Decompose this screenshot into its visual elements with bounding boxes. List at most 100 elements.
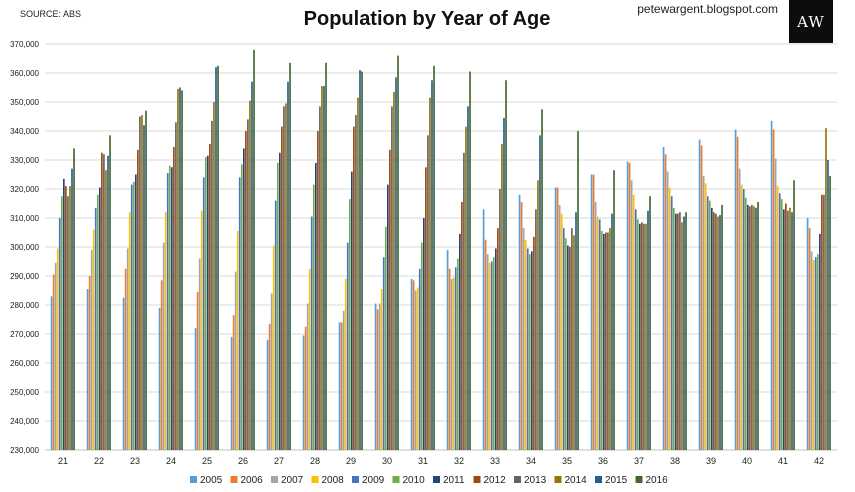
bar-2014-age-35 bbox=[573, 235, 575, 450]
y-tick-label: 260,000 bbox=[10, 359, 39, 368]
bar-2006-age-39 bbox=[700, 145, 703, 450]
bar-2005-age-23 bbox=[122, 297, 125, 450]
x-tick-label: 39 bbox=[706, 456, 716, 466]
bar-2007-age-41 bbox=[774, 158, 777, 451]
bar-2007-age-23 bbox=[126, 248, 129, 450]
bar-2015-age-36 bbox=[611, 213, 613, 450]
y-tick-label: 320,000 bbox=[10, 185, 39, 194]
bar-2007-age-34 bbox=[522, 228, 525, 450]
bar-2016-age-29 bbox=[361, 71, 363, 451]
bar-2011-age-25 bbox=[207, 155, 209, 450]
y-tick-label: 340,000 bbox=[10, 127, 39, 136]
bar-2010-age-42 bbox=[816, 254, 819, 450]
x-tick-label: 22 bbox=[94, 456, 104, 466]
bar-2006-age-28 bbox=[304, 326, 307, 450]
bar-2006-age-32 bbox=[448, 268, 451, 450]
x-tick-label: 34 bbox=[526, 456, 536, 466]
aw-logo: AW bbox=[789, 0, 833, 43]
bar-2015-age-37 bbox=[647, 210, 649, 450]
bar-2008-age-24 bbox=[164, 212, 167, 450]
y-tick-label: 240,000 bbox=[10, 417, 39, 426]
legend-swatch-2014 bbox=[554, 476, 562, 483]
bar-2005-age-22 bbox=[86, 289, 89, 450]
bar-2008-age-41 bbox=[776, 186, 779, 450]
bar-2008-age-39 bbox=[704, 183, 707, 450]
bar-2008-age-30 bbox=[380, 289, 383, 450]
legend-label-2014: 2014 bbox=[565, 475, 588, 486]
x-tick-label: 38 bbox=[670, 456, 680, 466]
bar-2006-age-29 bbox=[340, 322, 343, 450]
bar-2010-age-21 bbox=[60, 196, 63, 450]
bar-2009-age-27 bbox=[274, 200, 277, 450]
bar-2005-age-32 bbox=[446, 249, 449, 450]
bar-2008-age-32 bbox=[452, 277, 455, 450]
bar-2016-age-38 bbox=[685, 212, 687, 450]
bar-2008-age-35 bbox=[560, 213, 563, 450]
legend-label-2011: 2011 bbox=[443, 475, 465, 486]
bar-2015-age-21 bbox=[71, 168, 73, 450]
bar-2015-age-23 bbox=[143, 125, 145, 450]
y-tick-label: 360,000 bbox=[10, 69, 39, 78]
bar-2006-age-42 bbox=[808, 228, 811, 450]
bar-2016-age-31 bbox=[433, 65, 435, 450]
bar-2013-age-21 bbox=[67, 196, 69, 450]
bar-2016-age-37 bbox=[649, 196, 651, 450]
bar-2011-age-39 bbox=[711, 207, 713, 450]
bar-2005-age-40 bbox=[734, 129, 737, 451]
bar-2015-age-41 bbox=[791, 212, 793, 450]
y-tick-label: 230,000 bbox=[10, 446, 39, 455]
bar-2006-age-22 bbox=[88, 276, 91, 450]
x-tick-label: 21 bbox=[58, 456, 68, 466]
y-tick-label: 350,000 bbox=[10, 98, 39, 107]
x-tick-label: 33 bbox=[490, 456, 500, 466]
legend-label-2013: 2013 bbox=[524, 475, 547, 486]
bar-2016-age-42 bbox=[829, 175, 831, 450]
bar-2010-age-38 bbox=[672, 207, 675, 450]
bar-2006-age-25 bbox=[196, 291, 199, 450]
legend-label-2007: 2007 bbox=[281, 475, 304, 486]
bar-2010-age-28 bbox=[312, 184, 315, 450]
bar-2013-age-29 bbox=[355, 115, 357, 451]
bar-2015-age-35 bbox=[575, 212, 577, 450]
bar-2005-age-39 bbox=[698, 139, 701, 450]
bar-2014-age-40 bbox=[753, 206, 755, 450]
bar-2012-age-21 bbox=[65, 186, 67, 450]
grid-lines bbox=[45, 43, 837, 451]
bar-2015-age-28 bbox=[323, 86, 325, 451]
bar-2014-age-30 bbox=[393, 91, 395, 450]
bar-2007-age-24 bbox=[162, 242, 165, 450]
legend-label-2016: 2016 bbox=[646, 475, 669, 486]
bar-2006-age-40 bbox=[736, 136, 739, 451]
bar-2011-age-33 bbox=[495, 248, 497, 450]
bar-2014-age-34 bbox=[537, 180, 539, 451]
bar-2015-age-27 bbox=[287, 81, 289, 450]
bars-group bbox=[50, 49, 831, 451]
bar-2013-age-31 bbox=[427, 135, 429, 450]
bar-2015-age-29 bbox=[359, 70, 361, 450]
bar-2013-age-22 bbox=[103, 154, 105, 450]
bar-2006-age-36 bbox=[592, 174, 595, 450]
bar-2008-age-26 bbox=[236, 231, 239, 450]
bar-2010-age-35 bbox=[564, 238, 567, 450]
x-tick-label: 28 bbox=[310, 456, 320, 466]
legend-swatch-2006 bbox=[230, 476, 238, 483]
bar-2013-age-41 bbox=[787, 210, 789, 450]
bar-2014-age-37 bbox=[645, 223, 647, 450]
bar-2007-age-36 bbox=[594, 202, 597, 450]
bar-2011-age-22 bbox=[99, 187, 101, 451]
x-tick-label: 41 bbox=[778, 456, 788, 466]
bar-2012-age-40 bbox=[749, 206, 751, 450]
bar-2014-age-25 bbox=[213, 102, 215, 450]
bar-2007-age-30 bbox=[378, 303, 381, 450]
bar-2011-age-29 bbox=[351, 171, 353, 450]
bar-2013-age-35 bbox=[571, 228, 573, 450]
bar-2012-age-38 bbox=[677, 213, 679, 450]
bar-2016-age-22 bbox=[109, 135, 111, 450]
bar-2012-age-29 bbox=[353, 126, 355, 451]
bar-2016-age-24 bbox=[181, 90, 183, 451]
bar-2011-age-35 bbox=[567, 245, 569, 450]
legend-swatch-2011 bbox=[433, 476, 440, 483]
bar-2012-age-24 bbox=[173, 146, 175, 450]
y-axis-ticks: 230,000 240,000 250,000 260,000 270,000 280,0… bbox=[10, 40, 39, 455]
